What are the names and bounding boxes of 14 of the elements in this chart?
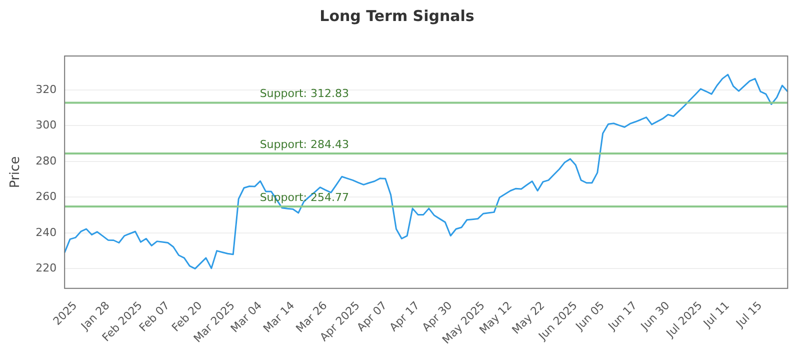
y-axis-title: Price xyxy=(8,156,24,188)
y-tick-label: 240 xyxy=(36,226,57,239)
x-tick-label: Jul 15 xyxy=(732,298,765,331)
x-tick-label: Jul 11 xyxy=(700,298,732,331)
chart-title: Long Term Signals xyxy=(320,6,474,25)
x-tick-label: Jun 17 xyxy=(605,298,640,334)
y-tick-label: 300 xyxy=(36,118,57,132)
y-tick-label: 260 xyxy=(36,190,57,204)
x-tick-label: Apr 17 xyxy=(387,298,422,334)
ref-line-label: Support: 284.43 xyxy=(260,138,350,151)
ref-line-label: Support: 312.83 xyxy=(260,87,350,100)
y-tick-label: 280 xyxy=(36,154,57,168)
y-tick-label: 320 xyxy=(36,82,57,96)
y-tick-label: 220 xyxy=(36,262,57,275)
